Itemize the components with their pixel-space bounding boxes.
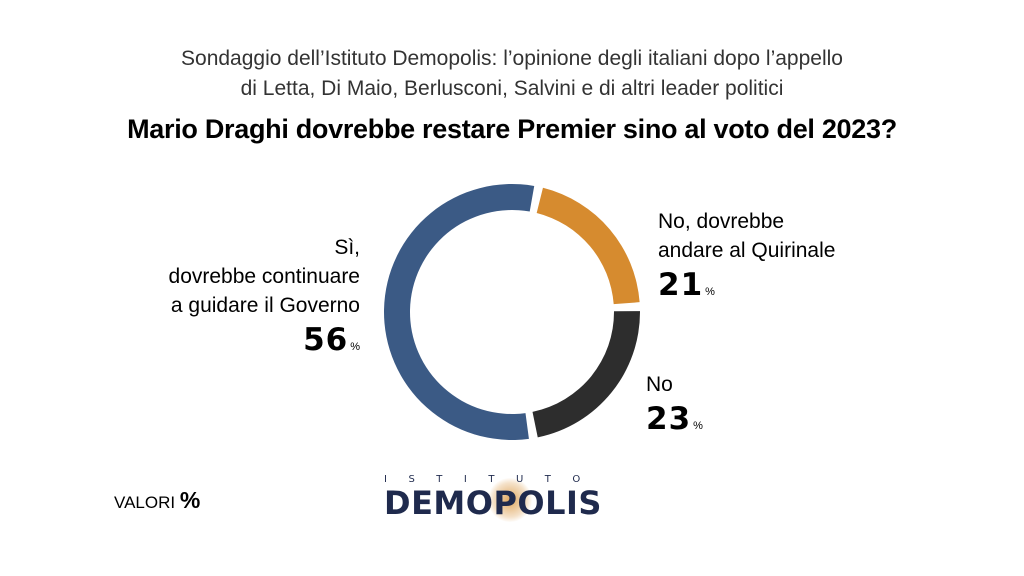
chart-title: Mario Draghi dovrebbe restare Premier si…	[127, 114, 897, 144]
slice-label-no: No 23%	[646, 370, 846, 441]
slice-label-si: Sì, dovrebbe continuare a guidare il Gov…	[80, 233, 360, 362]
donut-slice-si	[383, 184, 535, 440]
slice-label-line: andare al Quirinale	[658, 239, 836, 262]
chart-subtitle: Sondaggio dell’Istituto Demopolis: l’opi…	[0, 44, 1024, 104]
subtitle-line-2: di Letta, Di Maio, Berlusconi, Salvini e…	[240, 77, 784, 100]
slice-label-line: No, dovrebbe	[658, 210, 785, 233]
percent-symbol: %	[705, 286, 715, 298]
subtitle-line-1: Sondaggio dell’Istituto Demopolis: l’opi…	[181, 47, 843, 70]
slice-value-no: 23	[646, 401, 692, 437]
slice-label-line: Sì,	[334, 236, 360, 259]
slice-value-quirinale: 21	[658, 267, 704, 303]
slice-label-quirinale: No, dovrebbe andare al Quirinale 21%	[658, 207, 938, 307]
donut-slice-no	[532, 311, 640, 438]
demopolis-logo: ISTITUTO DEMOPOLIS	[384, 474, 664, 524]
donut-slice-quirinale	[536, 187, 640, 305]
logo-top-text: ISTITUTO	[384, 474, 602, 485]
values-note-symbol: %	[179, 487, 201, 513]
percent-symbol: %	[693, 420, 703, 432]
logo-main-text: DEMOPOLIS	[384, 484, 602, 522]
slice-label-line: a guidare il Governo	[170, 294, 360, 317]
logo-glow	[488, 478, 532, 522]
values-note-text: VALORI	[114, 493, 176, 512]
percent-symbol: %	[350, 341, 360, 353]
slice-label-line: No	[646, 373, 673, 396]
slice-value-si: 56	[303, 322, 349, 358]
slice-label-line: dovrebbe continuare	[168, 265, 360, 288]
values-note: VALORI %	[114, 487, 200, 514]
